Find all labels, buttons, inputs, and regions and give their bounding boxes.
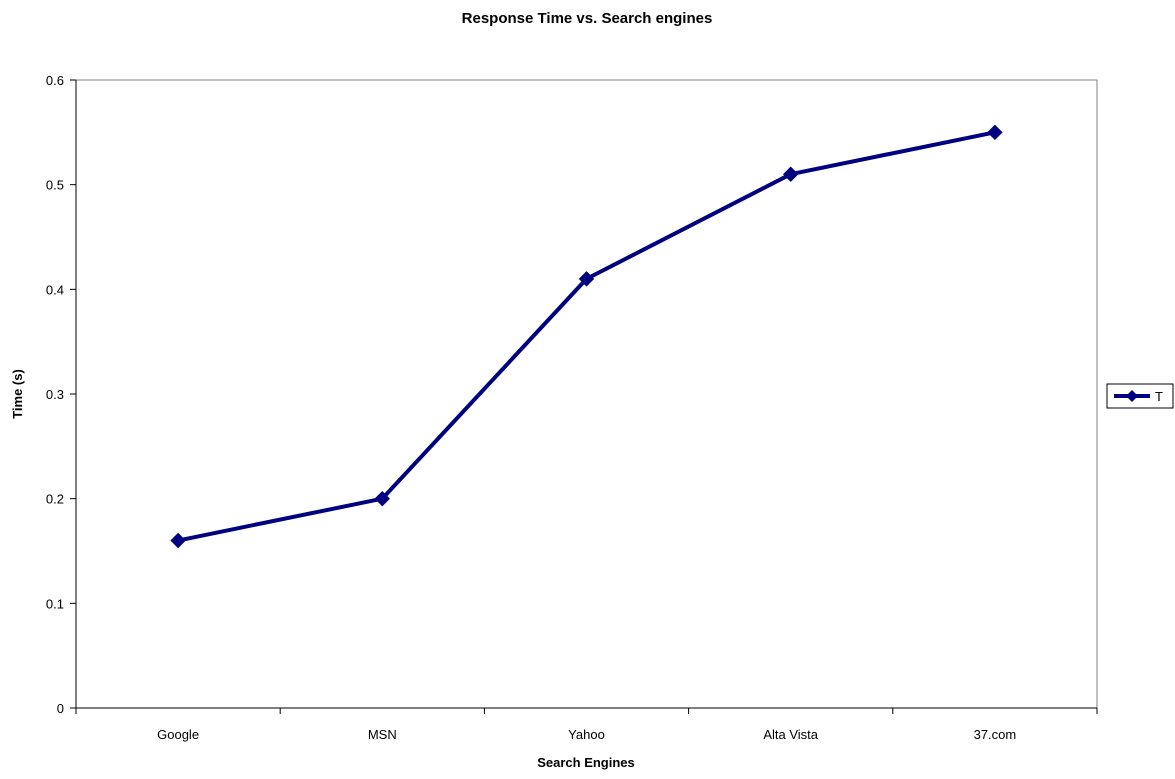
x-tick-label: Alta Vista	[763, 727, 818, 742]
y-tick-label: 0.1	[46, 596, 64, 611]
y-tick-label: 0	[57, 701, 64, 716]
x-axis: Google MSN Yahoo Alta Vista 37.com	[75, 707, 1098, 742]
x-tick-label: Google	[157, 727, 199, 742]
data-point[interactable]	[578, 271, 595, 287]
legend[interactable]: T	[1106, 383, 1174, 409]
data-point[interactable]	[782, 166, 799, 182]
y-axis: 0 0.1 0.2 0.3 0.4 0.5 0.6	[46, 73, 77, 716]
x-tick-label: MSN	[368, 727, 397, 742]
data-point[interactable]	[170, 532, 186, 549]
y-tick-label: 0.2	[46, 492, 64, 507]
legend-swatch-marker	[1126, 390, 1138, 402]
data-point[interactable]	[987, 124, 1003, 141]
series-layer	[170, 124, 1003, 549]
y-tick-label: 0.6	[46, 73, 64, 88]
x-tick-label: 37.com	[974, 727, 1017, 742]
legend-label: T	[1155, 389, 1163, 404]
plot-area	[75, 79, 1098, 709]
data-point[interactable]	[374, 490, 391, 507]
y-tick-label: 0.3	[46, 387, 64, 402]
y-axis-title: Time (s)	[10, 369, 25, 419]
chart-title: Response Time vs. Search engines	[462, 10, 713, 27]
x-axis-title: Search Engines	[537, 755, 635, 770]
x-tick-label: Yahoo	[568, 727, 605, 742]
y-tick-label: 0.4	[46, 282, 64, 297]
y-tick-label: 0.5	[46, 178, 64, 193]
